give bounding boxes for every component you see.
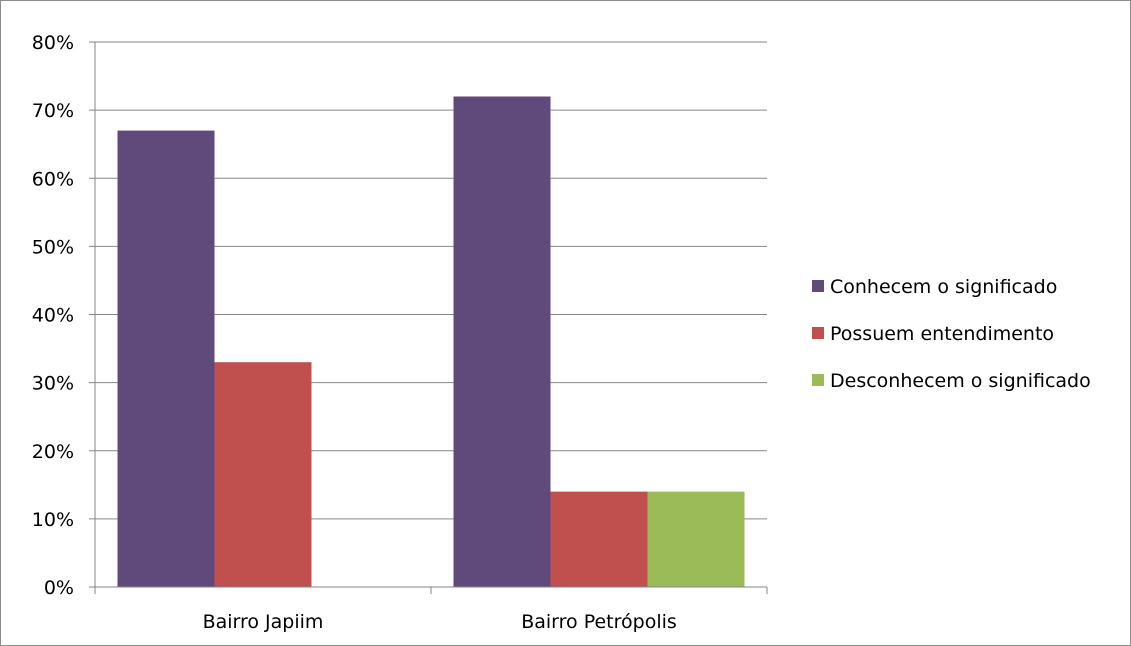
legend-swatch [812, 327, 824, 339]
y-tick-label: 60% [32, 168, 74, 190]
y-tick-label: 80% [32, 32, 74, 54]
bar-possuem-entendimento-1 [550, 491, 648, 587]
axes: 0% 10% 20% 30% 40% 50% 60% 70% 80% Bairro Japiim B… [32, 32, 768, 633]
bars [117, 96, 745, 587]
legend: Conhecem o significado Possuem entendimen… [812, 276, 1091, 392]
legend-label: Desconhecem o significado [830, 370, 1091, 392]
y-tick-label: 70% [32, 100, 74, 122]
bar-conhecem-o-significado-0 [117, 130, 215, 587]
y-tick-label: 0% [44, 577, 74, 599]
bar-conhecem-o-significado-1 [453, 96, 551, 587]
y-tick-label: 50% [32, 236, 74, 258]
y-tick-label: 20% [32, 441, 74, 463]
x-category-label: Bairro Japiim [203, 611, 324, 633]
y-tick-label: 10% [32, 509, 74, 531]
legend-swatch [812, 374, 824, 386]
legend-label: Conhecem o significado [830, 276, 1057, 298]
legend-label: Possuem entendimento [830, 323, 1054, 345]
x-category-label: Bairro Petrópolis [521, 611, 677, 633]
y-tick-label: 40% [32, 305, 74, 327]
bar-possuem-entendimento-0 [214, 362, 312, 587]
y-tick-label: 30% [32, 373, 74, 395]
legend-swatch [812, 280, 824, 292]
bar-desconhecem-o-significado-1 [647, 491, 745, 587]
